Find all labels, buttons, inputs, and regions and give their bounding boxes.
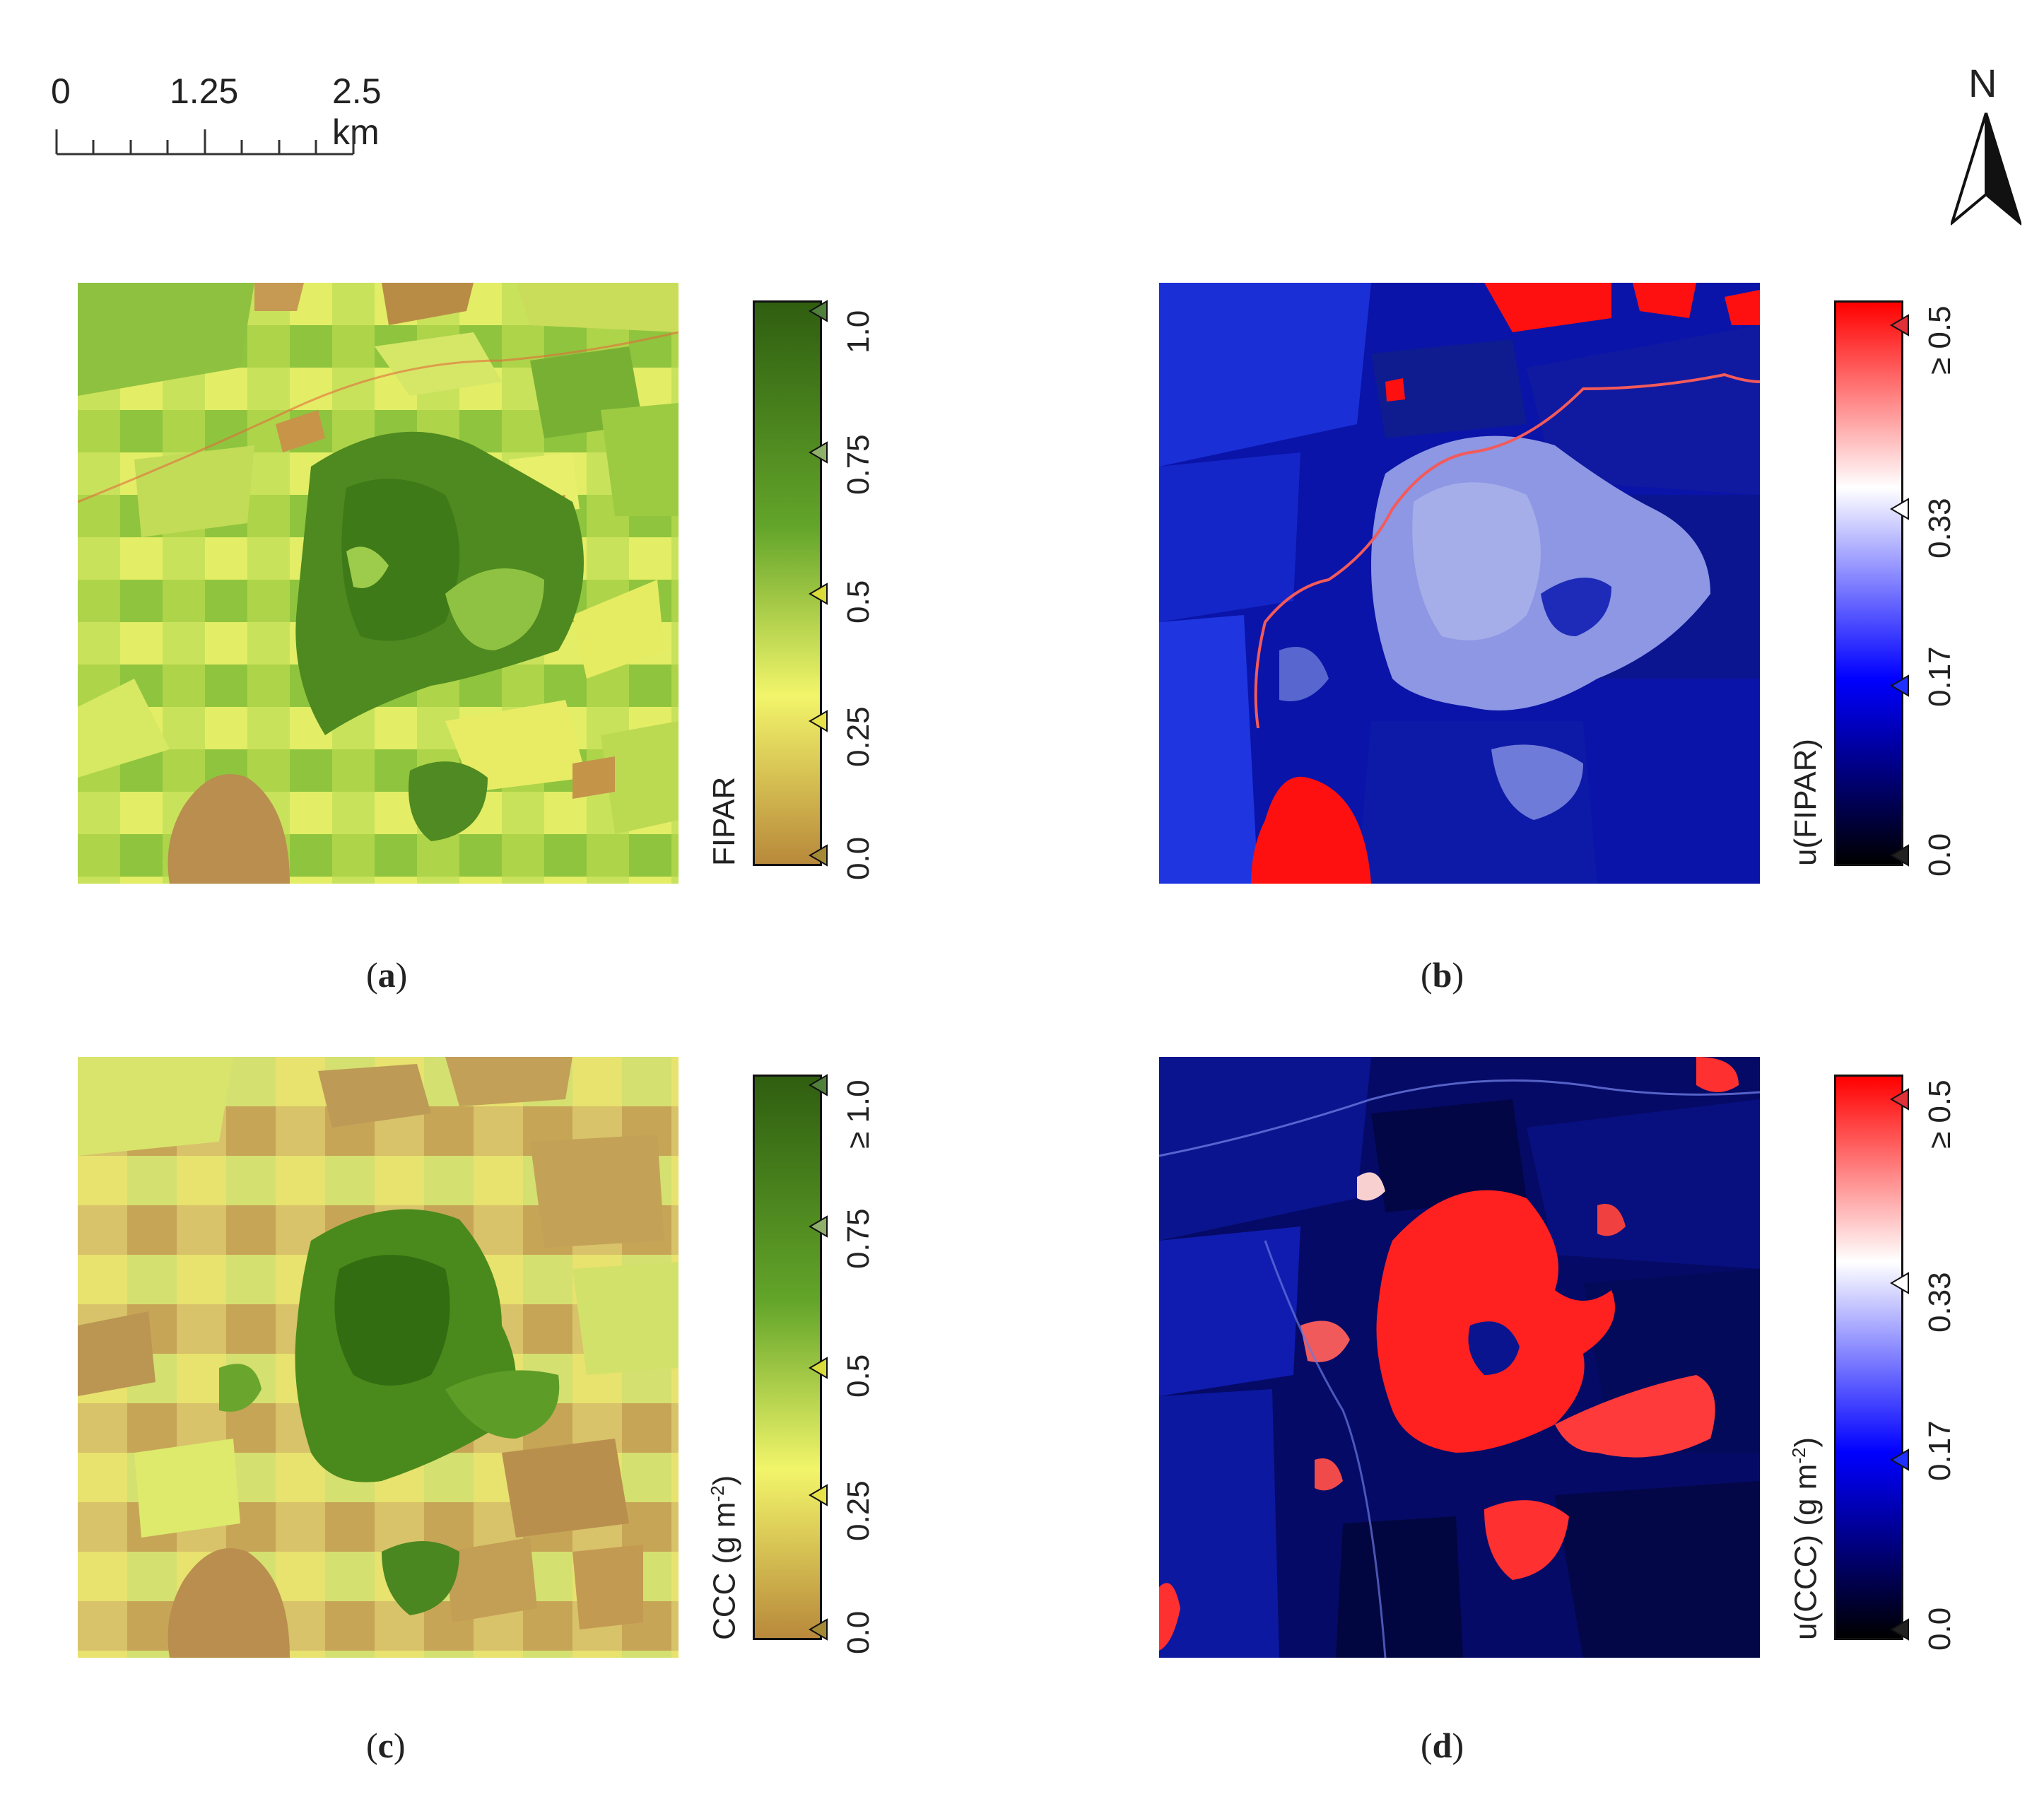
caption-d-letter: d bbox=[1432, 1726, 1452, 1765]
u-ccc-tick-017: 0.17 bbox=[1922, 1420, 1957, 1481]
north-arrow: N bbox=[1947, 60, 2025, 230]
colorbar-ccc-markers bbox=[809, 1074, 828, 1641]
scale-bar-ruler bbox=[55, 129, 355, 156]
scale-label-end: 2.5 km bbox=[332, 71, 382, 152]
fipar-tick-05: 0.5 bbox=[841, 580, 876, 624]
map-u-ccc bbox=[1159, 1057, 1760, 1658]
caption-d: (d) bbox=[1421, 1725, 1464, 1766]
ccc-tick-075: 0.75 bbox=[841, 1208, 876, 1269]
caption-d-close: ) bbox=[1452, 1726, 1464, 1765]
ccc-legend-title-sup: -2 bbox=[707, 1485, 728, 1502]
u-fipar-legend-title: u(FIPAR) bbox=[1788, 738, 1823, 866]
fipar-tick-075: 0.75 bbox=[841, 434, 876, 495]
u-ccc-legend-title-sup: -2 bbox=[1788, 1447, 1809, 1464]
scale-label-mid: 1.25 bbox=[170, 71, 239, 111]
u-ccc-tick-033: 0.33 bbox=[1922, 1272, 1957, 1333]
ccc-tick-025: 0.25 bbox=[841, 1480, 876, 1541]
u-fipar-tick-033: 0.33 bbox=[1922, 498, 1957, 558]
caption-a-close: ) bbox=[395, 955, 408, 995]
colorbar-u-fipar-markers bbox=[1890, 314, 1909, 867]
u-ccc-tick-05: ≥ 0.5 bbox=[1922, 1079, 1957, 1149]
caption-c-letter: c bbox=[377, 1726, 394, 1765]
caption-a-letter: a bbox=[377, 955, 396, 995]
caption-b-open: ( bbox=[1421, 955, 1433, 995]
caption-d-open: ( bbox=[1421, 1726, 1433, 1765]
u-ccc-legend-title: u(CCC) (g m-2) bbox=[1788, 1437, 1824, 1640]
map-u-fipar bbox=[1159, 283, 1760, 884]
ccc-legend-title: CCC (g m-2) bbox=[707, 1475, 743, 1640]
colorbar-u-ccc-markers bbox=[1890, 1088, 1909, 1641]
caption-b: (b) bbox=[1421, 954, 1464, 995]
colorbar-u-fipar bbox=[1834, 300, 1903, 866]
colorbar-fipar bbox=[753, 300, 822, 866]
caption-a: (a) bbox=[366, 954, 407, 995]
fipar-legend-title: FIPAR bbox=[707, 776, 741, 866]
map-ccc bbox=[78, 1057, 679, 1658]
north-label: N bbox=[1968, 61, 1997, 105]
u-ccc-tick-0: 0.0 bbox=[1922, 1607, 1957, 1651]
fipar-tick-1: 1.0 bbox=[841, 310, 876, 353]
caption-c-close: ) bbox=[393, 1726, 406, 1765]
scale-label-0: 0 bbox=[51, 71, 71, 111]
caption-a-open: ( bbox=[366, 955, 378, 995]
fipar-tick-025: 0.25 bbox=[841, 706, 876, 767]
u-fipar-tick-017: 0.17 bbox=[1922, 646, 1957, 707]
caption-b-close: ) bbox=[1452, 955, 1464, 995]
ccc-tick-1: ≥ 1.0 bbox=[841, 1079, 876, 1149]
north-arrow-icon bbox=[1951, 112, 2021, 226]
colorbar-fipar-markers bbox=[809, 300, 828, 867]
ccc-legend-title-text: CCC (g m bbox=[707, 1502, 742, 1640]
colorbar-u-ccc bbox=[1834, 1075, 1903, 1640]
fipar-tick-0: 0.0 bbox=[841, 836, 876, 880]
ccc-tick-05: 0.5 bbox=[841, 1354, 876, 1398]
caption-c: (c) bbox=[366, 1725, 406, 1766]
colorbar-ccc bbox=[753, 1075, 822, 1640]
u-fipar-tick-0: 0.0 bbox=[1922, 833, 1957, 877]
scale-bar: 0 1.25 2.5 km bbox=[51, 71, 382, 163]
u-ccc-legend-title-end: ) bbox=[1788, 1436, 1823, 1448]
ccc-legend-title-end: ) bbox=[707, 1475, 742, 1486]
u-ccc-legend-title-text: u(CCC) (g m bbox=[1788, 1463, 1823, 1640]
u-fipar-tick-05: ≥ 0.5 bbox=[1922, 305, 1957, 375]
caption-c-open: ( bbox=[366, 1726, 378, 1765]
caption-b-letter: b bbox=[1432, 955, 1452, 995]
map-fipar bbox=[78, 283, 679, 884]
ccc-tick-0: 0.0 bbox=[841, 1610, 876, 1654]
